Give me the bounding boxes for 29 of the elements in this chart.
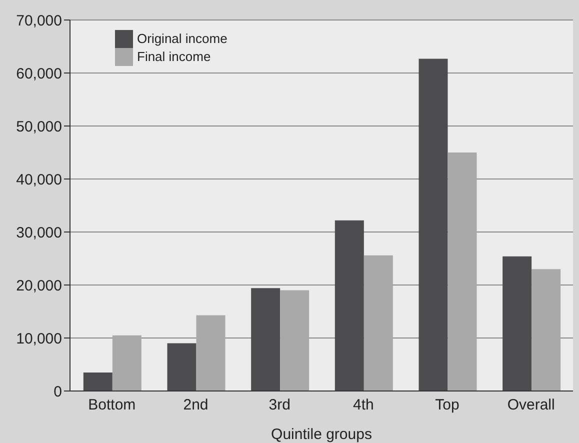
x-tick-label: 2nd [183, 396, 208, 414]
bar [167, 343, 196, 391]
legend-label: Original income [137, 31, 228, 46]
y-tick-label: 70,000 [16, 12, 62, 30]
bar [418, 58, 448, 391]
bar [196, 315, 226, 391]
legend-label: Final income [137, 49, 211, 64]
y-tick-label: 10,000 [16, 330, 62, 348]
y-tick-label: 40,000 [16, 171, 62, 188]
bar [448, 152, 477, 391]
x-axis-title: Quintile groups [271, 426, 372, 443]
y-tick-label: 0 [54, 383, 62, 400]
bar [364, 255, 393, 391]
x-tick-label: Bottom [88, 396, 136, 414]
y-tick-label: 30,000 [16, 224, 62, 242]
y-tick-label: 60,000 [16, 65, 62, 82]
bar [280, 290, 310, 391]
bar [502, 256, 532, 391]
bar [251, 288, 280, 391]
bar [112, 335, 142, 391]
bar [334, 220, 364, 391]
y-tick-label: 20,000 [16, 277, 62, 294]
x-tick-label: 3rd [268, 396, 290, 414]
x-tick-label: Overall [507, 396, 555, 414]
bar [83, 372, 112, 391]
x-tick-label: 4th [352, 396, 374, 414]
x-tick-label: Top [435, 396, 460, 414]
y-tick-label: 50,000 [16, 118, 62, 136]
bar [532, 269, 561, 391]
